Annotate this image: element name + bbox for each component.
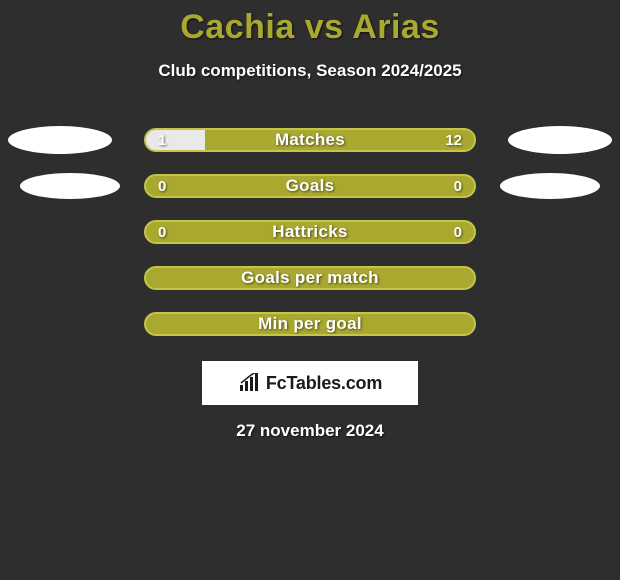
player-photo-placeholder [8, 126, 112, 154]
player-photo-placeholder [500, 173, 600, 199]
brand-box: FcTables.com [202, 361, 418, 405]
stat-label: Matches [146, 130, 474, 150]
stat-label: Goals per match [146, 268, 474, 288]
stat-label: Hattricks [146, 222, 474, 242]
player-left-name: Cachia [180, 8, 295, 46]
brand-text: FcTables.com [266, 373, 382, 394]
stat-bar: Min per goal [144, 312, 476, 336]
stat-label: Min per goal [146, 314, 474, 334]
stat-row: Goals per match [0, 255, 620, 301]
player-photo-placeholder [20, 173, 120, 199]
stat-row: 00Hattricks [0, 209, 620, 255]
brand-chart-icon [238, 373, 262, 393]
comparison-infographic: Cachia vs Arias Club competitions, Seaso… [0, 0, 620, 580]
stat-bar: 00Hattricks [144, 220, 476, 244]
player-photo-placeholder [508, 126, 612, 154]
stat-bar: 00Goals [144, 174, 476, 198]
vs-word: vs [305, 8, 344, 46]
player-right-name: Arias [352, 8, 440, 46]
stat-label: Goals [146, 176, 474, 196]
stat-row: Min per goal [0, 301, 620, 347]
stat-bar: 112Matches [144, 128, 476, 152]
subtitle: Club competitions, Season 2024/2025 [0, 61, 620, 81]
date-line: 27 november 2024 [0, 421, 620, 441]
stat-bar: Goals per match [144, 266, 476, 290]
stats-area: 112Matches 00Goals 00Hattricks Goals per ma… [0, 117, 620, 347]
page-title: Cachia vs Arias [0, 0, 620, 47]
